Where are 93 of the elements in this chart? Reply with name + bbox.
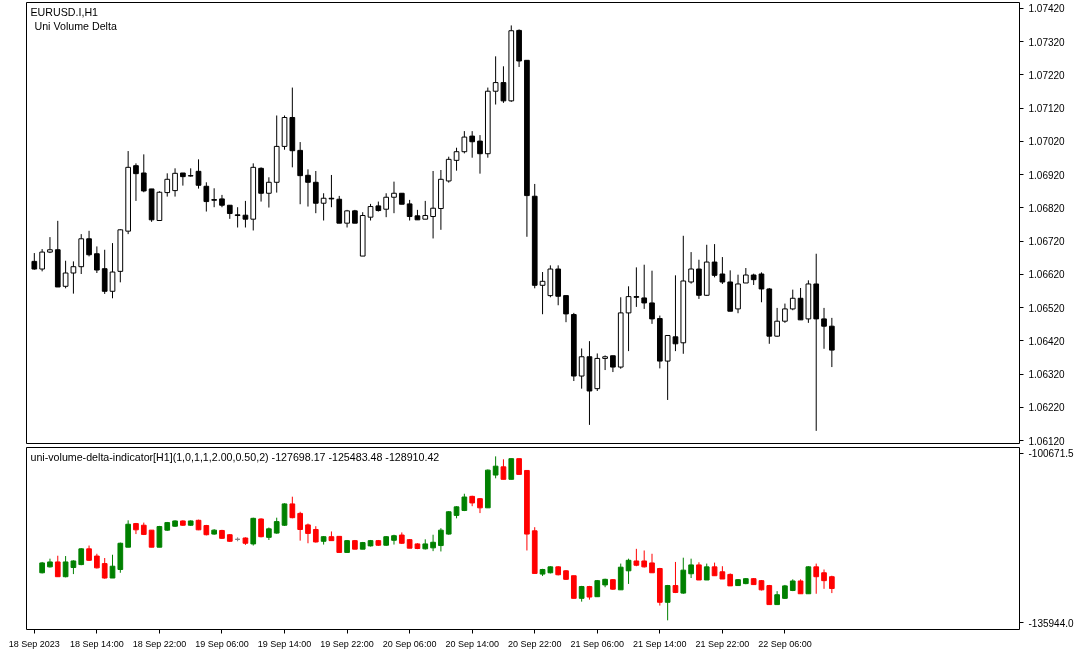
candlestick: [453, 147, 460, 172]
y-tick-label: 1.06420: [1028, 335, 1066, 347]
y-tick-label: 1.06320: [1028, 369, 1066, 381]
candlestick: [101, 249, 108, 295]
candlestick: [633, 266, 640, 308]
y-tick-label: 1.07320: [1028, 36, 1066, 48]
candlestick: [125, 519, 131, 548]
candlestick: [62, 260, 69, 289]
candlestick: [602, 354, 608, 371]
chart-title: EURUSD.I,H1: [30, 5, 99, 18]
x-tick-label: 19 Sep 06:00: [195, 638, 249, 649]
candlestick: [829, 317, 835, 368]
candlestick: [445, 510, 452, 536]
candlestick: [688, 558, 694, 579]
candlestick: [164, 172, 171, 198]
candlestick: [54, 555, 61, 578]
candlestick: [109, 242, 116, 299]
y-tick-label: 1.07220: [1028, 69, 1066, 81]
y-tick-label: 1.06620: [1028, 269, 1066, 281]
candlestick: [500, 458, 507, 480]
candlestick: [305, 168, 311, 208]
y-tick-label: 1.06720: [1028, 236, 1066, 248]
candlestick: [312, 170, 319, 214]
y-tick-label: 1.06920: [1028, 169, 1066, 181]
candlestick: [47, 236, 53, 254]
candlestick: [195, 158, 202, 190]
y-tick-label: 1.07120: [1028, 103, 1066, 115]
x-tick-label: 20 Sep 22:00: [507, 638, 562, 649]
candlestick: [508, 458, 515, 480]
candlestick: [477, 134, 483, 175]
x-tick-label: 20 Sep 06:00: [382, 638, 437, 649]
x-tick-label: 21 Sep 14:00: [633, 638, 687, 649]
candlestick: [688, 251, 694, 285]
candlestick: [445, 156, 452, 184]
candlestick: [438, 527, 444, 552]
chart-title: uni-volume-delta-indicator[H1](1,0,1,1,2.00,0.50,2) -127698.17 -125483.48 -128910.42: [30, 450, 440, 463]
y-tick-label: 1.07420: [1028, 3, 1066, 15]
x-tick-label: 20 Sep 14:00: [445, 638, 499, 649]
y-tick-label: -100671.5: [1028, 448, 1074, 460]
candlestick: [625, 285, 632, 352]
candlestick: [680, 557, 687, 595]
candlestick: [180, 172, 186, 187]
candlestick: [649, 553, 655, 574]
candlestick: [39, 248, 45, 272]
candlestick: [649, 270, 655, 325]
candlestick: [140, 153, 147, 193]
x-tick-label: 18 Sep 22:00: [132, 638, 187, 649]
candlestick: [391, 181, 397, 214]
candlestick: [570, 575, 577, 599]
candlestick: [336, 195, 343, 224]
y-tick-label: 1.06220: [1028, 402, 1066, 414]
candlestick: [641, 264, 648, 310]
candlestick: [461, 130, 468, 154]
y-tick-label: 1.07020: [1028, 136, 1066, 148]
candlestick: [86, 230, 92, 257]
candlestick: [101, 557, 108, 580]
candlestick: [492, 455, 499, 479]
candlestick: [821, 307, 827, 350]
candlestick: [813, 563, 820, 595]
x-tick-label: 18 Sep 2023: [8, 638, 60, 649]
y-tick-label: -135944.0: [1028, 617, 1074, 629]
x-tick-label: 18 Sep 14:00: [70, 638, 124, 649]
candlestick: [664, 584, 671, 621]
candlestick: [625, 558, 632, 585]
candlestick: [563, 295, 569, 323]
text: Uni Volume Delta: [34, 19, 117, 32]
x-tick-label: 19 Sep 22:00: [320, 638, 374, 649]
candlestick: [383, 192, 390, 218]
candlestick: [281, 502, 288, 527]
x-tick-label: 22 Sep 06:00: [758, 638, 812, 649]
y-tick-label: 1.06520: [1028, 302, 1066, 314]
x-tick-label: 21 Sep 06:00: [570, 638, 625, 649]
candlestick: [266, 176, 272, 209]
candlestick: [430, 534, 436, 552]
y-tick-label: 1.06820: [1028, 202, 1066, 214]
candlestick: [469, 130, 476, 159]
candlestick: [70, 260, 77, 295]
candlestick: [94, 245, 100, 274]
candlestick: [133, 162, 139, 202]
x-tick-label: 21 Sep 22:00: [695, 638, 750, 649]
candlestick: [430, 170, 436, 239]
y-tick-label: 1.06120: [1028, 435, 1066, 447]
candlestick: [211, 187, 217, 208]
candlestick: [203, 181, 210, 213]
candlestick: [774, 307, 780, 338]
x-tick-label: 19 Sep 14:00: [257, 638, 312, 649]
candlestick: [617, 563, 624, 591]
candlestick: [672, 561, 679, 594]
candlestick: [782, 303, 788, 324]
candlestick: [172, 167, 178, 198]
candlestick: [297, 511, 304, 542]
candlestick: [821, 568, 827, 590]
candlestick: [422, 200, 429, 220]
